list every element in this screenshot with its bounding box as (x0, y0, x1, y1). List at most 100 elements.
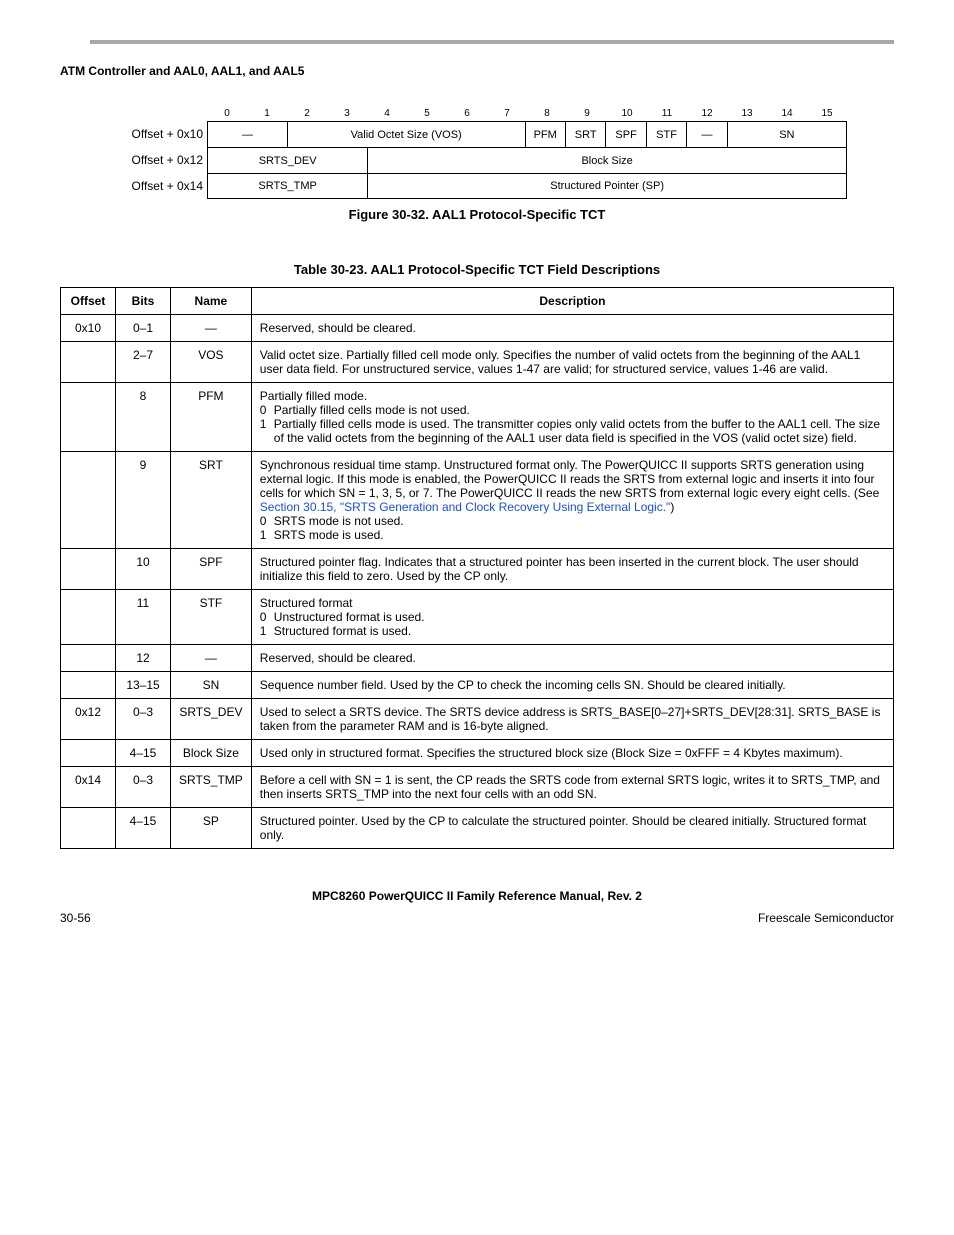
bit-number: 0 (207, 108, 247, 121)
bit-number: 8 (527, 108, 567, 121)
cell-offset (61, 383, 116, 452)
bitfield-cell: Structured Pointer (SP) (368, 174, 847, 198)
cell-bits: 9 (116, 452, 171, 549)
cell-name: SPF (171, 549, 252, 590)
cell-description: Reserved, should be cleared. (251, 315, 893, 342)
table-row: 4–15Block SizeUsed only in structured fo… (61, 740, 894, 767)
bit-number: 7 (487, 108, 527, 121)
bitfield-cell: SN (728, 122, 847, 147)
cell-offset (61, 452, 116, 549)
table-row: 12—Reserved, should be cleared. (61, 645, 894, 672)
table-header: Bits (116, 288, 171, 315)
cell-offset: 0x10 (61, 315, 116, 342)
table-header: Description (251, 288, 893, 315)
table-header: Offset (61, 288, 116, 315)
cell-offset (61, 549, 116, 590)
bitfield-cell: — (208, 122, 288, 147)
cell-name: Block Size (171, 740, 252, 767)
table-row: 4–15SPStructured pointer. Used by the CP… (61, 808, 894, 849)
bitfield-row: Offset + 0x14SRTS_TMPStructured Pointer … (107, 173, 847, 199)
figure-caption: Figure 30-32. AAL1 Protocol-Specific TCT (60, 207, 894, 222)
table-caption: Table 30-23. AAL1 Protocol-Specific TCT … (60, 262, 894, 277)
bitfield-cell: PFM (526, 122, 566, 147)
section-header: ATM Controller and AAL0, AAL1, and AAL5 (60, 64, 894, 78)
bitfield-row-label: Offset + 0x10 (107, 121, 207, 147)
cell-offset (61, 590, 116, 645)
table-row: 10SPFStructured pointer flag. Indicates … (61, 549, 894, 590)
table-row: 11STFStructured format0Unstructured form… (61, 590, 894, 645)
cell-bits: 2–7 (116, 342, 171, 383)
bitfield-cell: SRTS_TMP (208, 174, 368, 198)
table-row: 2–7VOSValid octet size. Partially filled… (61, 342, 894, 383)
page: ATM Controller and AAL0, AAL1, and AAL5 … (0, 0, 954, 955)
bitfield-cell: — (687, 122, 727, 147)
bit-number: 13 (727, 108, 767, 121)
bitfield-cell: Valid Octet Size (VOS) (288, 122, 526, 147)
bitfield-cell: STF (647, 122, 687, 147)
cell-description: Structured pointer flag. Indicates that … (251, 549, 893, 590)
cell-offset: 0x12 (61, 699, 116, 740)
cell-name: SRTS_TMP (171, 767, 252, 808)
cell-name: SRTS_DEV (171, 699, 252, 740)
bit-number: 1 (247, 108, 287, 121)
page-number: 30-56 (60, 911, 91, 925)
cell-offset: 0x14 (61, 767, 116, 808)
cell-description: Before a cell with SN = 1 is sent, the C… (251, 767, 893, 808)
bitfield-cell: Block Size (368, 148, 847, 173)
cell-bits: 8 (116, 383, 171, 452)
cell-name: STF (171, 590, 252, 645)
cell-name: SN (171, 672, 252, 699)
cell-offset (61, 672, 116, 699)
cell-description: Used only in structured format. Specifie… (251, 740, 893, 767)
bit-number: 4 (367, 108, 407, 121)
cell-description: Structured format0Unstructured format is… (251, 590, 893, 645)
cell-bits: 11 (116, 590, 171, 645)
table-row: 0x120–3SRTS_DEVUsed to select a SRTS dev… (61, 699, 894, 740)
cell-description: Valid octet size. Partially filled cell … (251, 342, 893, 383)
field-description-table: OffsetBitsNameDescription 0x100–1—Reserv… (60, 287, 894, 849)
cell-description: Reserved, should be cleared. (251, 645, 893, 672)
table-header: Name (171, 288, 252, 315)
table-row: 9SRTSynchronous residual time stamp. Uns… (61, 452, 894, 549)
bit-number: 5 (407, 108, 447, 121)
bit-number: 14 (767, 108, 807, 121)
footer-title: MPC8260 PowerQUICC II Family Reference M… (60, 889, 894, 903)
bitfield-row-label: Offset + 0x12 (107, 147, 207, 173)
bitfield-row: Offset + 0x10—Valid Octet Size (VOS)PFMS… (107, 121, 847, 147)
cell-bits: 0–3 (116, 767, 171, 808)
cell-bits: 0–3 (116, 699, 171, 740)
bit-number: 10 (607, 108, 647, 121)
table-row: 0x100–1—Reserved, should be cleared. (61, 315, 894, 342)
bit-number: 3 (327, 108, 367, 121)
bit-numbers-row: 0123456789101112131415 (207, 108, 847, 121)
cell-description: Structured pointer. Used by the CP to ca… (251, 808, 893, 849)
bit-number: 9 (567, 108, 607, 121)
cell-name: SRT (171, 452, 252, 549)
bitfield-row: Offset + 0x12SRTS_DEVBlock Size (107, 147, 847, 173)
bitfield-row-label: Offset + 0x14 (107, 173, 207, 199)
bit-number: 11 (647, 108, 687, 121)
table-row: 8PFMPartially filled mode.0Partially fil… (61, 383, 894, 452)
cell-name: — (171, 645, 252, 672)
cell-name: VOS (171, 342, 252, 383)
cell-bits: 10 (116, 549, 171, 590)
cell-description: Used to select a SRTS device. The SRTS d… (251, 699, 893, 740)
bitfield-diagram: 0123456789101112131415 Offset + 0x10—Val… (107, 108, 847, 199)
bit-number: 6 (447, 108, 487, 121)
bit-number: 15 (807, 108, 847, 121)
cell-name: — (171, 315, 252, 342)
cell-bits: 12 (116, 645, 171, 672)
cell-bits: 0–1 (116, 315, 171, 342)
table-row: 13–15SNSequence number field. Used by th… (61, 672, 894, 699)
cross-reference-link[interactable]: Section 30.15, "SRTS Generation and Cloc… (260, 500, 671, 514)
cell-offset (61, 808, 116, 849)
bit-number: 2 (287, 108, 327, 121)
bit-number: 12 (687, 108, 727, 121)
vendor: Freescale Semiconductor (758, 911, 894, 925)
footer-row: 30-56 Freescale Semiconductor (60, 911, 894, 925)
cell-description: Partially filled mode.0Partially filled … (251, 383, 893, 452)
bitfield-cell: SPF (606, 122, 646, 147)
cell-name: SP (171, 808, 252, 849)
bitfield-cell: SRT (566, 122, 606, 147)
cell-offset (61, 342, 116, 383)
